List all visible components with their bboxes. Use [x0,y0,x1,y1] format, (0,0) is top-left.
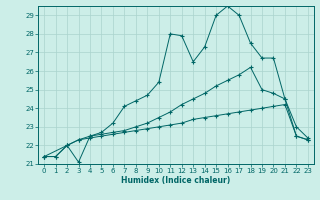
X-axis label: Humidex (Indice chaleur): Humidex (Indice chaleur) [121,176,231,185]
